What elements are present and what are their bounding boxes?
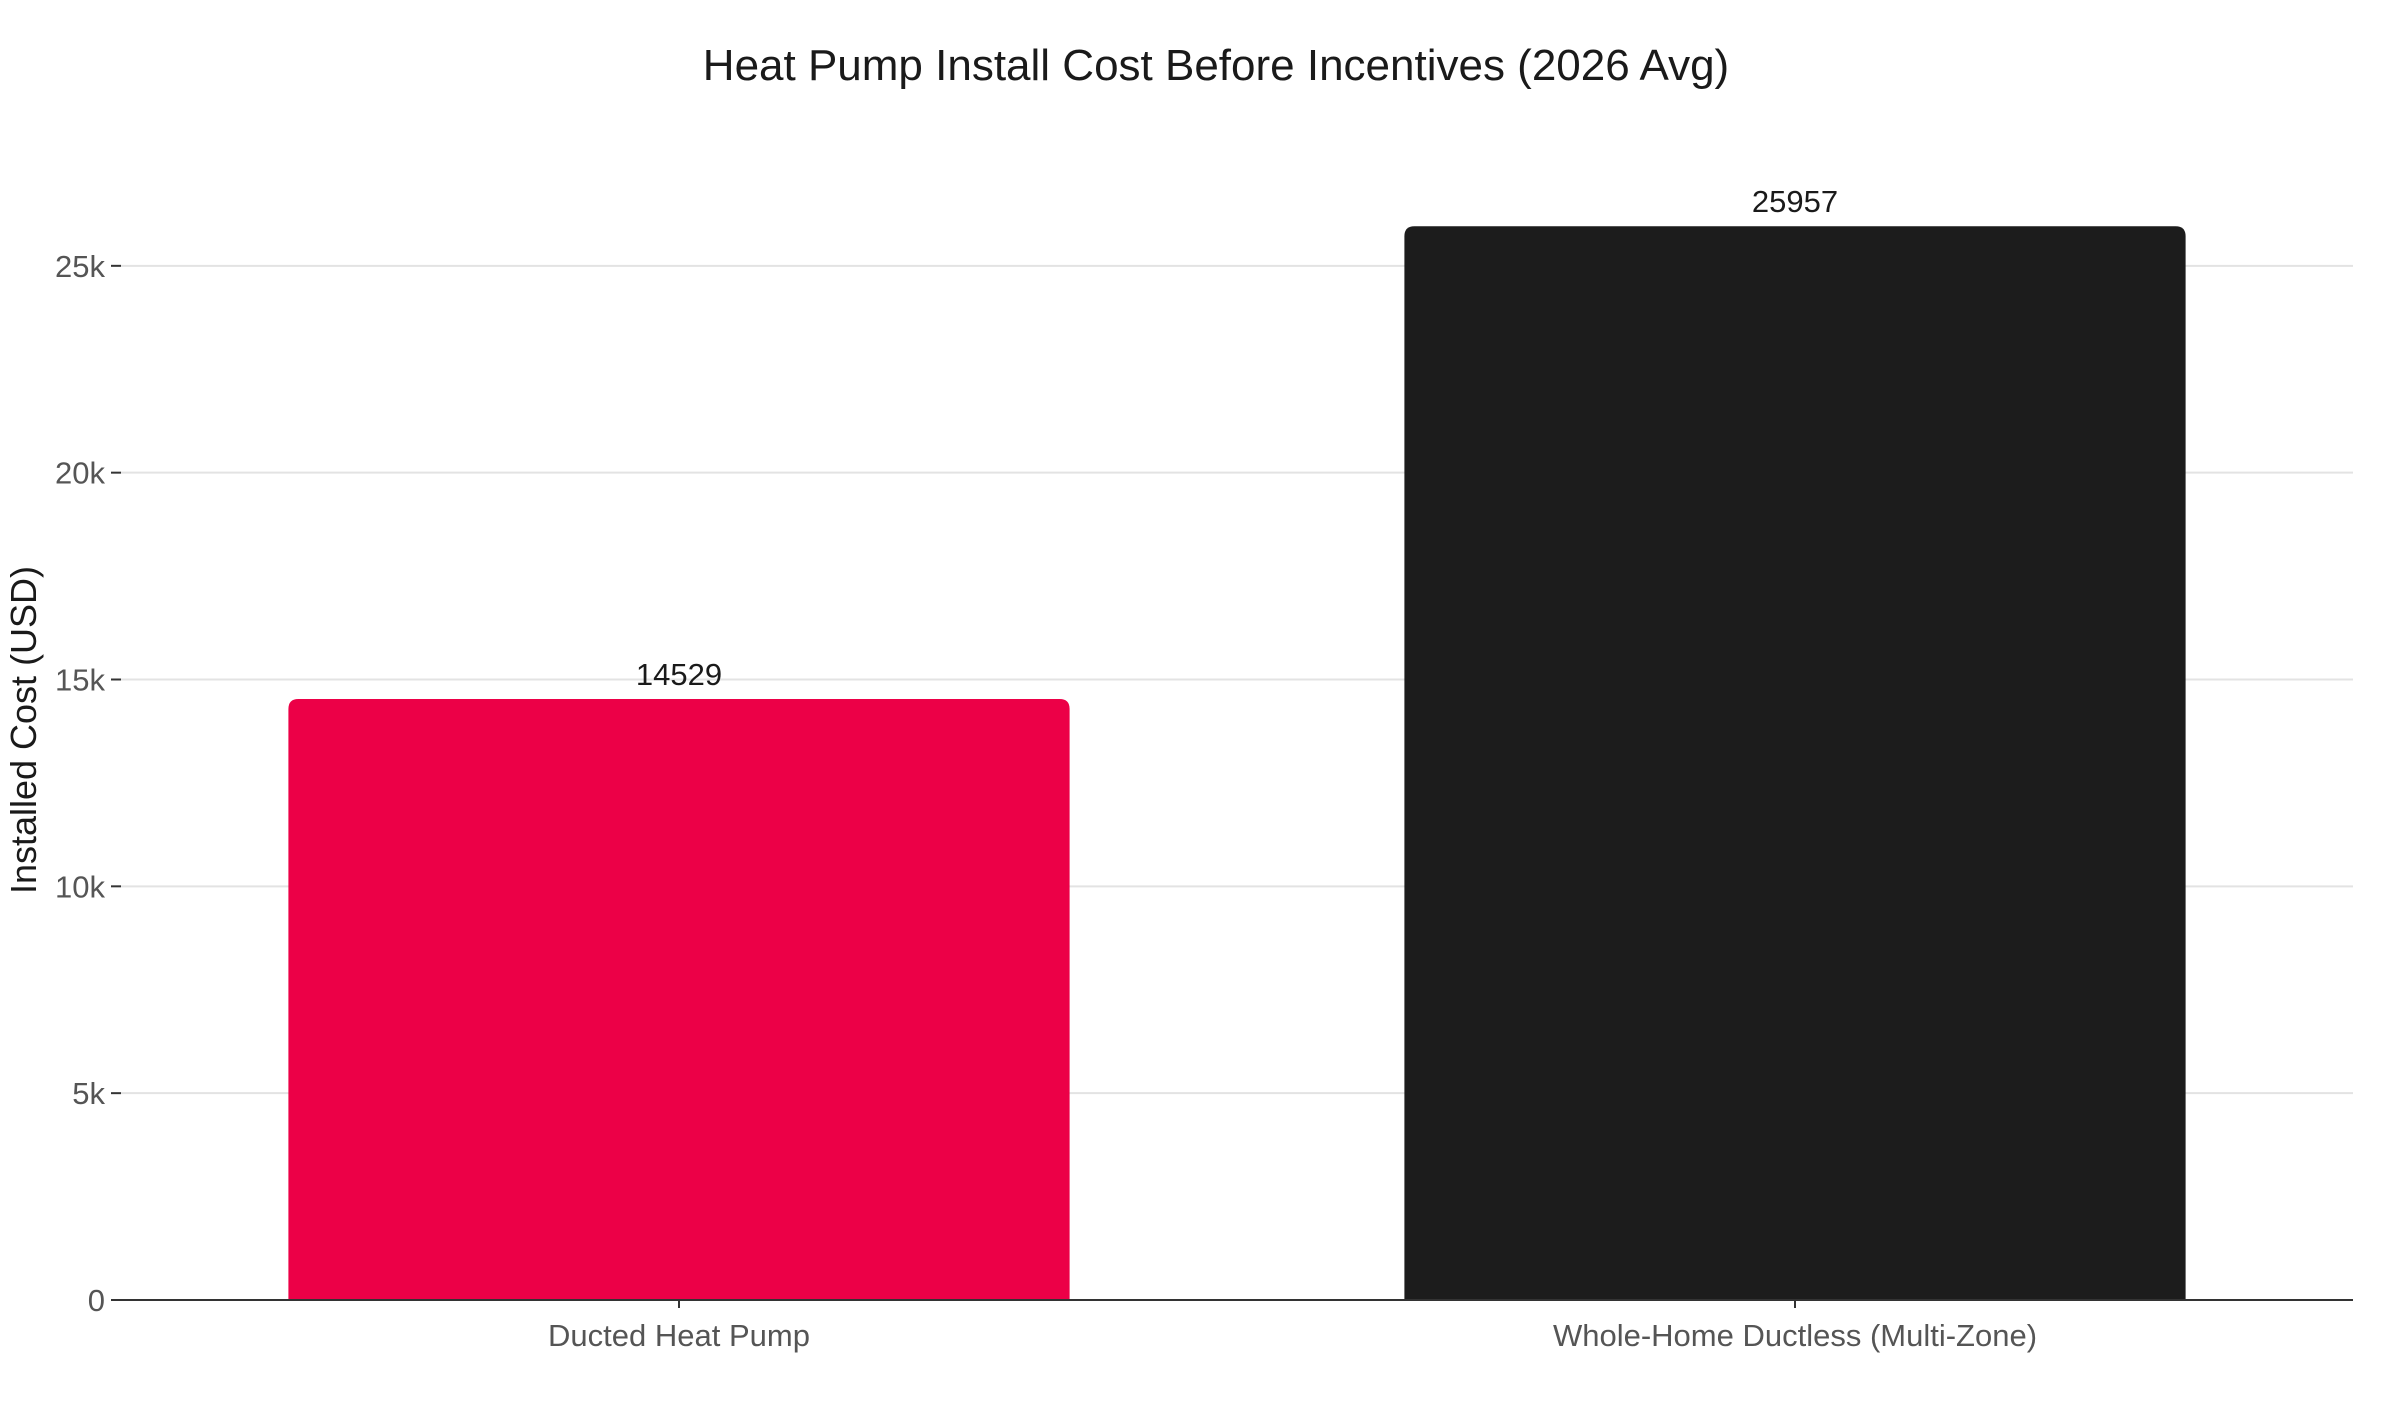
y-axis-label: Installed Cost (USD)	[3, 566, 44, 894]
bar-value-label: 14529	[636, 657, 722, 692]
x-axis-ticks: Ducted Heat Pump Whole-Home Ductless (Mul…	[548, 1300, 2037, 1353]
y-tick-label: 25k	[55, 249, 105, 284]
bar	[288, 698, 1070, 1300]
y-tick-label: 10k	[55, 869, 105, 904]
x-tick-label: Whole-Home Ductless (Multi-Zone)	[1553, 1318, 2037, 1353]
bar	[1404, 226, 2186, 1300]
y-tick-label: 15k	[55, 662, 105, 697]
chart-title: Heat Pump Install Cost Before Incentives…	[703, 41, 1729, 90]
x-tick-label: Ducted Heat Pump	[548, 1318, 810, 1353]
y-tick-label: 0	[88, 1283, 105, 1318]
y-axis-ticks: 0 5k 10k 15k 20k 25k	[55, 249, 121, 1318]
bar-value-label: 25957	[1752, 184, 1838, 219]
bars	[288, 226, 2186, 1300]
y-tick-label: 20k	[55, 456, 105, 491]
y-tick-label: 5k	[72, 1076, 105, 1111]
data-labels: 14529 25957	[636, 184, 1838, 692]
